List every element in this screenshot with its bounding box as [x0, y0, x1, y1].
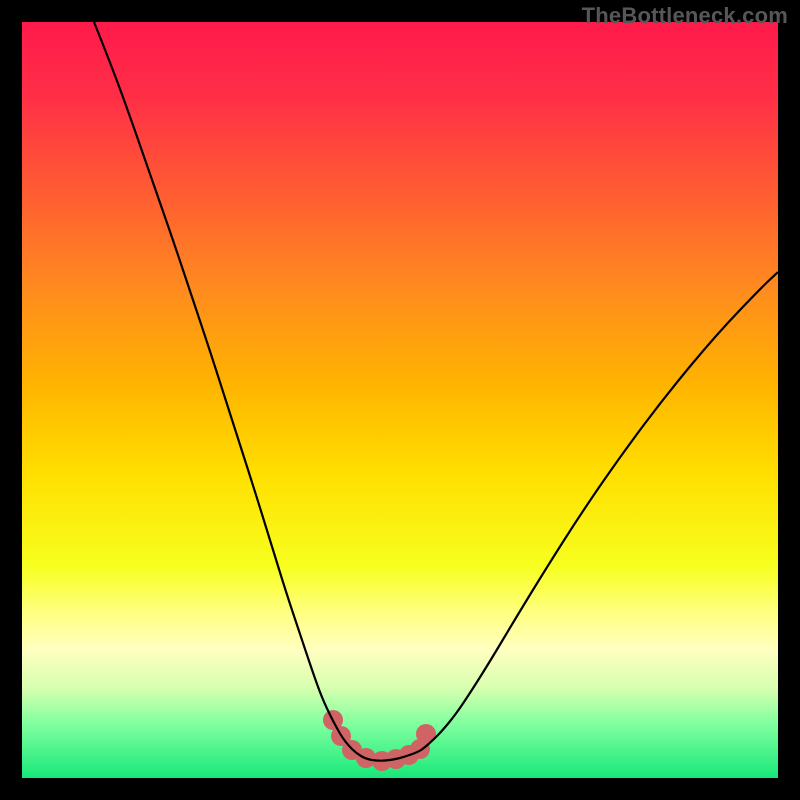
plot-area: [22, 22, 778, 778]
gradient-background: [22, 22, 778, 778]
chart-frame: TheBottleneck.com: [0, 0, 800, 800]
plot-svg: [22, 22, 778, 778]
watermark-text: TheBottleneck.com: [582, 3, 788, 29]
